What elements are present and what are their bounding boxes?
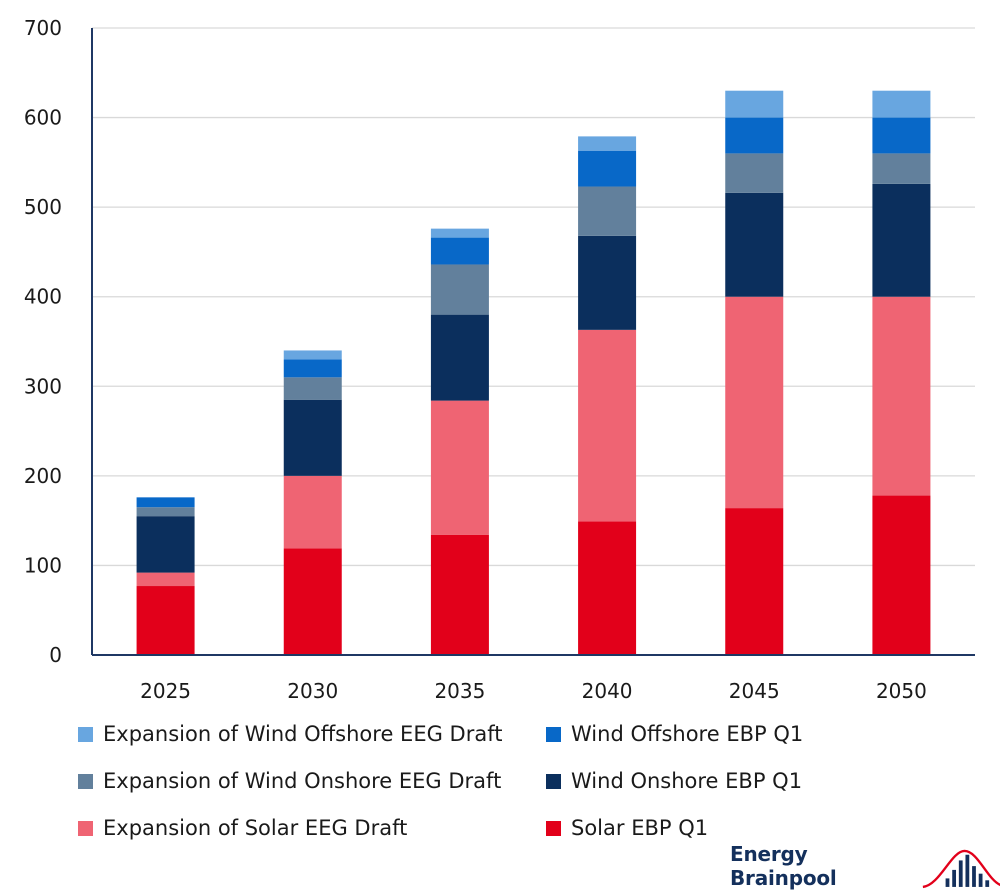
bar-segment [872, 117, 931, 154]
bar-segment [283, 350, 342, 360]
x-tick-label: 2040 [582, 679, 633, 703]
bar-segment [872, 495, 931, 655]
legend-item: Expansion of Wind Offshore EEG Draft [78, 722, 502, 746]
axes [91, 28, 975, 656]
legend-label: Expansion of Wind Offshore EEG Draft [103, 722, 503, 746]
bar-segment [283, 548, 342, 655]
bar-segment [725, 90, 784, 118]
bar-segment [283, 399, 342, 476]
brand-logo: Energy Brainpool [730, 842, 1000, 890]
bar-segment [136, 507, 195, 517]
x-tick-label: 2050 [876, 679, 927, 703]
y-tick-label: 400 [24, 285, 62, 309]
bar-stacks [136, 90, 931, 655]
bar-curve-logo-icon [922, 849, 1000, 889]
legend-swatch [546, 726, 561, 742]
bar-segment [578, 136, 637, 151]
bar-segment [872, 90, 931, 118]
legend-item: Wind Onshore EBP Q1 [546, 769, 802, 793]
legend-swatch [78, 773, 93, 789]
bar-segment [725, 508, 784, 655]
brand-name: Energy Brainpool [730, 842, 837, 890]
legend-item: Solar EBP Q1 [546, 816, 708, 840]
bar-segment [283, 359, 342, 378]
legend-label: Wind Onshore EBP Q1 [571, 769, 803, 793]
y-tick-label: 500 [24, 195, 62, 219]
y-axis-tick-labels: 0 100 200 300 400 500 600 700 [24, 16, 62, 667]
legend-label: Expansion of Solar EEG Draft [103, 816, 408, 840]
bar-segment [725, 296, 784, 509]
gridlines [92, 27, 975, 567]
legend-swatch [546, 773, 561, 789]
legend-item: Expansion of Wind Onshore EEG Draft [78, 769, 501, 793]
legend-label: Solar EBP Q1 [571, 816, 709, 840]
bar-segment [578, 521, 637, 655]
x-tick-label: 2030 [287, 679, 338, 703]
legend-label: Expansion of Wind Onshore EEG Draft [103, 769, 502, 793]
bar-segment [430, 400, 489, 535]
bar-segment [872, 296, 931, 496]
legend-label: Wind Offshore EBP Q1 [571, 722, 804, 746]
bar-segment [725, 117, 784, 154]
y-tick-label: 200 [24, 464, 62, 488]
y-tick-label: 100 [24, 553, 62, 577]
bar-segment [136, 586, 195, 655]
bar-segment [872, 153, 931, 184]
bar-segment [283, 475, 342, 549]
bar-segment [430, 228, 489, 238]
bar-segment [725, 192, 784, 297]
bar-segment [136, 572, 195, 587]
x-tick-label: 2045 [729, 679, 780, 703]
y-tick-label: 0 [49, 643, 62, 667]
bar-segment [872, 183, 931, 297]
bar-segment [578, 186, 637, 236]
legend-item: Wind Offshore EBP Q1 [546, 722, 803, 746]
x-axis-tick-labels: 2025 2030 2035 2040 2045 2050 [140, 679, 927, 703]
legend-swatch [78, 820, 93, 836]
bar-segment [725, 153, 784, 193]
bar-segment [578, 150, 637, 187]
bar-segment [578, 235, 637, 330]
bar-segment [136, 497, 195, 508]
x-tick-label: 2025 [140, 679, 191, 703]
legend-swatch [546, 820, 561, 836]
y-tick-label: 300 [24, 374, 62, 398]
y-tick-label: 600 [24, 106, 62, 130]
bar-segment [430, 314, 489, 401]
y-tick-label: 700 [24, 16, 62, 40]
x-tick-label: 2035 [434, 679, 485, 703]
bar-segment [578, 329, 637, 522]
legend-swatch [78, 726, 93, 742]
bar-segment [430, 534, 489, 655]
legend-item: Expansion of Solar EEG Draft [78, 816, 407, 840]
bar-segment [430, 237, 489, 265]
bar-segment [430, 264, 489, 315]
bar-segment [283, 377, 342, 400]
bar-segment [136, 516, 195, 573]
